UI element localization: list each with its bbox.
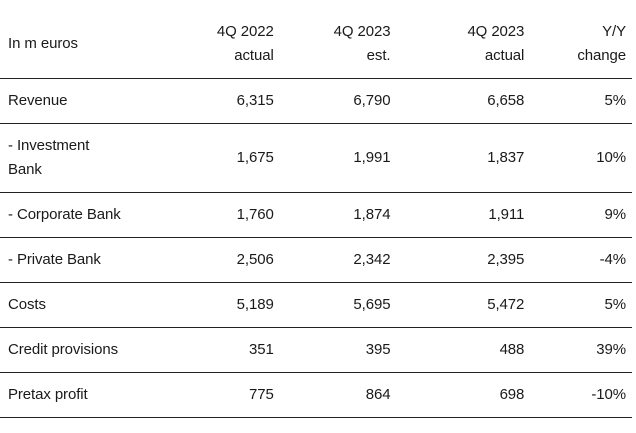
cell-value: 1,837	[487, 148, 525, 166]
header-col-4q2022-actual: 4Q 2022 actual	[191, 12, 274, 78]
header-label-column: In m euros	[0, 12, 191, 78]
table-row-pretax-profit: Pretax profit 775 864 698 -10%	[0, 372, 632, 417]
cell-change: 9%	[604, 205, 627, 223]
cell-value: 6,315	[236, 91, 274, 109]
table-row-revenue: Revenue 6,315 6,790 6,658 5%	[0, 78, 632, 123]
cell-value: 488	[499, 340, 525, 358]
cell-value: 698	[499, 385, 525, 403]
header-col-4-line2: change	[577, 47, 626, 64]
table-row-private-bank: - Private Bank 2,506 2,342 2,395 -4%	[0, 237, 632, 282]
header-col-2-line1: 4Q 2023	[333, 23, 391, 40]
cell-value: 1,675	[236, 148, 274, 166]
row-label: Pretax profit	[8, 385, 88, 403]
header-col-1-line1: 4Q 2022	[216, 23, 274, 40]
cell-value: 5,472	[487, 295, 525, 313]
cell-value: 351	[248, 340, 274, 358]
cell-change: 5%	[604, 91, 627, 109]
row-label: - Private Bank	[8, 250, 101, 268]
cell-change: 39%	[596, 340, 626, 358]
row-label: Costs	[8, 295, 46, 313]
row-label: - Corporate Bank	[8, 205, 121, 223]
cell-value: 2,342	[353, 250, 391, 268]
header-row: In m euros 4Q 2022 actual 4Q 2023 est. 4Q …	[0, 12, 632, 78]
cell-value: 395	[365, 340, 391, 358]
cell-value: 1,760	[236, 205, 274, 223]
row-label: Credit provisions	[8, 340, 119, 358]
cell-change: 10%	[596, 148, 626, 166]
cell-value: 6,658	[487, 91, 525, 109]
cell-change: -10%	[591, 385, 626, 403]
header-col-yoy-change: Y/Y change	[524, 12, 632, 78]
header-col-4q2023-actual: 4Q 2023 actual	[390, 12, 524, 78]
cell-value: 2,506	[236, 250, 274, 268]
table-row-costs: Costs 5,189 5,695 5,472 5%	[0, 282, 632, 327]
cell-value: 1,874	[353, 205, 391, 223]
header-col-1-line2: actual	[234, 47, 274, 64]
header-col-4q2023-est: 4Q 2023 est.	[274, 12, 391, 78]
cell-value: 2,395	[487, 250, 525, 268]
cell-value: 775	[248, 385, 274, 403]
row-label-text: - Investment Bank	[8, 136, 90, 178]
cell-value: 6,790	[353, 91, 391, 109]
cell-value: 5,695	[353, 295, 391, 313]
table-row-credit-provisions: Credit provisions 351 395 488 39%	[0, 327, 632, 372]
header-col-2-line2: est.	[366, 47, 391, 64]
cell-value: 1,911	[488, 205, 525, 223]
cell-value: 5,189	[236, 295, 274, 313]
header-units-label: In m euros	[8, 35, 78, 52]
header-col-3-line2: actual	[484, 47, 525, 64]
table-row-investment-bank: - Investment Bank 1,675 1,991 1,837 10%	[0, 123, 632, 192]
financial-results-table: In m euros 4Q 2022 actual 4Q 2023 est. 4Q …	[0, 12, 632, 418]
header-col-3-line1: 4Q 2023	[467, 23, 525, 40]
cell-change: 5%	[604, 295, 627, 313]
row-label: - Investment Bank	[0, 123, 191, 192]
table-row-corporate-bank: - Corporate Bank 1,760 1,874 1,911 9%	[0, 192, 632, 237]
cell-value: 1,991	[353, 148, 391, 166]
cell-change: -4%	[599, 250, 626, 268]
row-label: Revenue	[8, 91, 68, 109]
header-col-4-line1: Y/Y	[602, 23, 626, 40]
cell-value: 864	[365, 385, 391, 403]
